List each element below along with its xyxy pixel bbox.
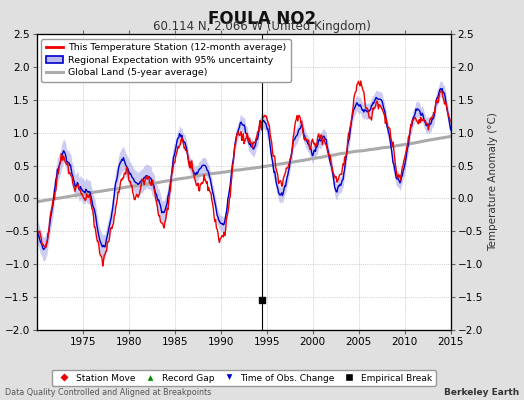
Y-axis label: Temperature Anomaly (°C): Temperature Anomaly (°C) <box>488 112 498 252</box>
Text: Berkeley Earth: Berkeley Earth <box>443 388 519 397</box>
Legend: Station Move, Record Gap, Time of Obs. Change, Empirical Break: Station Move, Record Gap, Time of Obs. C… <box>52 370 435 386</box>
Text: 60.114 N, 2.066 W (United Kingdom): 60.114 N, 2.066 W (United Kingdom) <box>153 20 371 33</box>
Text: FOULA NO2: FOULA NO2 <box>208 10 316 28</box>
Text: Data Quality Controlled and Aligned at Breakpoints: Data Quality Controlled and Aligned at B… <box>5 388 212 397</box>
